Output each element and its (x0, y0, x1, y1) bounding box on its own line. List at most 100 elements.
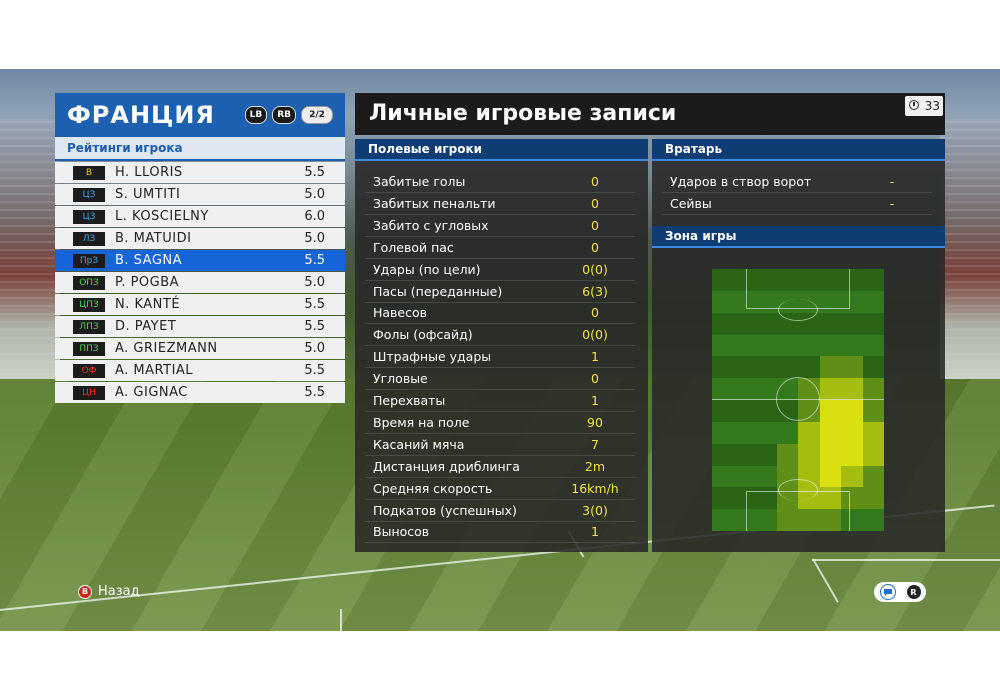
player-row[interactable]: ПрЗ B. SAGNA 5.5 (55, 250, 345, 271)
player-rating: 5.5 (304, 385, 325, 400)
heatmap-cell (862, 356, 884, 379)
player-rating: 5.5 (304, 363, 325, 378)
stat-value: 3(0) (582, 502, 608, 518)
goalkeeper-panel: Вратарь Ударов в створ ворот - Сейвы - Зона… (652, 139, 945, 552)
stat-value: 1 (591, 393, 599, 408)
stat-label: Угловые (373, 371, 428, 387)
player-row[interactable]: ЛПЗ D. PAYET 5.5 (55, 316, 345, 337)
lb-button[interactable]: LB (244, 106, 268, 124)
heatmap-cell (862, 378, 884, 401)
position-badge: ЦПЗ (73, 297, 105, 312)
heatmap-cell (819, 378, 842, 401)
centre-circle (776, 377, 820, 421)
player-row[interactable]: ЦЗ S. UMTITI 5.0 (55, 184, 345, 205)
stat-value: 0 (591, 239, 599, 255)
rb-button[interactable]: RB (272, 106, 296, 124)
stat-row: Пасы (переданные) 6(3) (365, 281, 635, 303)
stat-value: 7 (591, 436, 599, 452)
stat-value: 0 (591, 371, 599, 387)
player-row[interactable]: ОФ A. MARTIAL 5.5 (55, 360, 345, 381)
heatmap-cell (819, 487, 842, 510)
player-name: A. GRIEZMANN (115, 341, 218, 356)
heatmap-cell (819, 443, 842, 466)
player-row[interactable]: ОПЗ P. POGBA 5.0 (55, 272, 345, 293)
stat-row: Касаний мяча 7 (365, 434, 635, 456)
stat-label: Забитые голы (373, 174, 466, 189)
heatmap-cell (819, 421, 842, 445)
heatmap-cell (776, 334, 799, 357)
r-stick-icon: R (906, 585, 921, 599)
ratings-title: Рейтинги игрока (55, 137, 345, 161)
player-name: L. KOSCIELNY (115, 209, 209, 224)
heatmap-cell (712, 312, 734, 335)
heatmap-cell (733, 400, 756, 423)
heatmap-cell (819, 269, 842, 292)
stat-label: Средняя скорость (373, 480, 493, 496)
heatmap-cell (712, 334, 734, 357)
player-row[interactable]: ЦЗ L. KOSCIELNY 6.0 (55, 206, 345, 227)
team-header: ФРАНЦИЯ LB RB 2/2 (55, 93, 345, 137)
gk-stat-label: Ударов в створ ворот (670, 174, 812, 189)
heatmap-cell (798, 509, 820, 531)
stat-row: Средняя скорость 16km/h (365, 478, 635, 500)
player-row[interactable]: ЛЗ B. MATUIDI 5.0 (55, 228, 345, 249)
position-badge: ЦН (73, 385, 105, 400)
player-rating: 5.5 (304, 319, 325, 334)
heatmap-cell (733, 421, 756, 445)
heatmap-cell (712, 509, 734, 531)
gk-stat-row: Сейвы - (662, 193, 932, 215)
heatmap-cell (776, 443, 799, 466)
heatmap-cell (819, 400, 842, 423)
heatmap-cell (733, 487, 756, 510)
stat-row: Фолы (офсайд) 0(0) (365, 324, 635, 347)
player-row[interactable]: ППЗ A. GRIEZMANN 5.0 (55, 338, 345, 359)
records-title: Личные игровые записи (369, 101, 677, 126)
position-badge: ЦЗ (73, 187, 105, 202)
position-badge: В (73, 165, 105, 180)
heatmap-cell (862, 312, 884, 335)
heatmap-cell (798, 269, 820, 292)
team-name: ФРАНЦИЯ (67, 101, 215, 129)
player-row[interactable]: ЦПЗ N. KANTÉ 5.5 (55, 294, 345, 315)
heatmap-cell (712, 465, 734, 488)
heatmap-cell (862, 509, 884, 531)
heatmap-cell (862, 290, 884, 314)
stat-value: 1 (591, 524, 599, 540)
player-name: A. MARTIAL (115, 363, 194, 378)
heatmap-cell (712, 421, 734, 445)
player-rating: 5.5 (304, 297, 325, 312)
heatmap-cell (776, 421, 799, 445)
back-button[interactable]: B Назад (78, 584, 140, 599)
heatmap-cell (755, 312, 777, 335)
play-zone-section: Зона игры (652, 226, 945, 248)
heatmap-cell (733, 312, 756, 335)
controls-badge[interactable]: R (874, 582, 926, 602)
stat-label: Пасы (переданные) (373, 283, 503, 299)
player-rating: 5.0 (304, 187, 325, 202)
clock-icon (909, 100, 919, 110)
gk-stat-value: - (889, 174, 895, 189)
stat-row: Угловые 0 (365, 368, 635, 391)
stat-value: 6(3) (582, 283, 608, 299)
heatmap-cell (819, 334, 842, 357)
stat-row: Забитые голы 0 (365, 171, 635, 193)
player-name: S. UMTITI (115, 187, 181, 202)
team-ratings-panel: ФРАНЦИЯ LB RB 2/2 Рейтинги игрока В H. LL… (55, 93, 345, 403)
stat-value: 2m (584, 458, 606, 474)
heatmap-cell (755, 443, 777, 466)
player-name: D. PAYET (115, 319, 177, 334)
heatmap-cell (862, 443, 884, 466)
stat-row: Дистанция дриблинга 2m (365, 456, 635, 478)
stat-value: 90 (587, 414, 603, 430)
stat-value: 0 (591, 195, 599, 211)
heatmap-cell (862, 400, 884, 423)
heatmap-cell (819, 356, 842, 379)
player-row[interactable]: В H. LLORIS 5.5 (55, 162, 345, 183)
player-row[interactable]: ЦН A. GIGNAC 5.5 (55, 382, 345, 403)
heatmap-cell (755, 509, 777, 531)
stat-value: 1 (591, 349, 599, 365)
heatmap-cell (755, 269, 777, 292)
heatmap-cell (841, 421, 863, 445)
heatmap-cell (733, 465, 756, 488)
stat-label: Время на поле (373, 414, 470, 430)
